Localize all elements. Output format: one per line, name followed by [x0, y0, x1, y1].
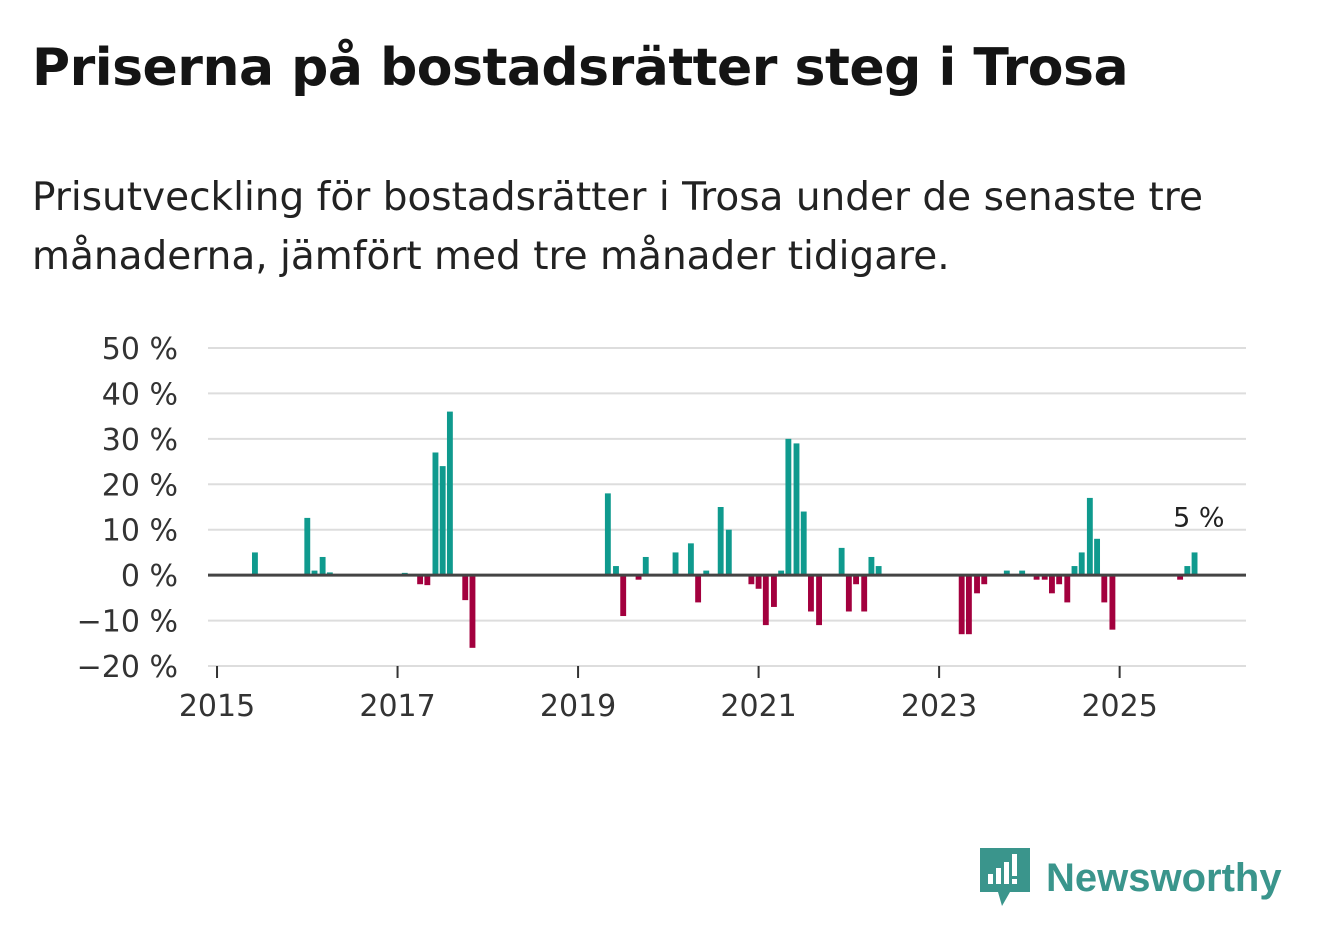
y-tick-label: −10 %	[77, 605, 178, 640]
x-tick-label: 2021	[720, 689, 796, 724]
bar	[1078, 552, 1085, 576]
bar	[1064, 575, 1071, 603]
x-tick-label: 2023	[901, 689, 977, 724]
bar	[703, 570, 710, 576]
bar	[965, 575, 972, 635]
bar	[439, 466, 446, 576]
brand-name: Newsworthy	[1046, 855, 1282, 900]
bar	[875, 566, 882, 576]
bar	[958, 575, 965, 635]
bar	[1109, 575, 1116, 630]
bar	[1071, 566, 1078, 576]
bar	[725, 529, 732, 576]
bar	[1033, 575, 1040, 580]
y-tick-label: 20 %	[102, 468, 178, 503]
bar	[808, 575, 814, 612]
y-tick-label: −20 %	[77, 650, 178, 685]
bar	[981, 575, 988, 585]
bar	[785, 438, 792, 576]
annotations: −20 % −10 % 0 % 10 % 20 % 30 % 40 % 50 % 2015 201…	[77, 332, 1225, 724]
bar	[642, 556, 649, 576]
bar	[446, 411, 453, 576]
bar	[1019, 570, 1026, 576]
bar	[1094, 538, 1101, 576]
bar	[816, 575, 822, 626]
bar	[974, 575, 980, 594]
x-tick-label: 2015	[179, 689, 255, 724]
bar	[778, 570, 785, 576]
y-tick-label: 30 %	[102, 423, 178, 458]
bar	[717, 507, 724, 576]
bar	[1003, 570, 1010, 576]
bar	[853, 575, 860, 585]
bar	[1056, 575, 1063, 585]
bar	[1191, 552, 1198, 576]
latest-value-label: 5 %	[1173, 502, 1224, 533]
bar	[695, 575, 702, 603]
x-tick-label: 2025	[1081, 689, 1157, 724]
bar-chart: −20 % −10 % 0 % 10 % 20 % 30 % 40 % 50 % 2015 201…	[77, 332, 1246, 724]
newsworthy-logo: Newsworthy	[980, 848, 1282, 908]
bar	[432, 452, 439, 576]
bar	[793, 443, 800, 576]
bar	[635, 575, 642, 580]
bar	[838, 547, 845, 576]
bar	[620, 575, 627, 617]
bar	[1184, 566, 1191, 576]
bar	[252, 552, 258, 576]
y-tick-label: 10 %	[102, 514, 178, 549]
bar	[311, 570, 318, 576]
bar	[1086, 497, 1093, 576]
bar	[604, 493, 611, 576]
bar	[462, 575, 469, 601]
bar	[800, 511, 807, 576]
bar	[613, 566, 619, 576]
bar	[861, 575, 868, 612]
bar	[771, 575, 777, 607]
bar	[1177, 575, 1184, 580]
x-tick-label: 2019	[540, 689, 616, 724]
bar	[424, 575, 431, 586]
bar	[1101, 575, 1108, 603]
y-tick-label: 40 %	[102, 377, 178, 412]
bar	[1049, 575, 1055, 594]
axes	[208, 573, 1246, 678]
bar	[845, 575, 852, 612]
bar	[748, 575, 755, 585]
bar	[762, 575, 769, 626]
y-tick-label: 50 %	[102, 332, 178, 367]
bar	[469, 575, 476, 648]
x-tick-label: 2017	[359, 689, 435, 724]
chart-title: Priserna på bostadsrätter steg i Trosa	[32, 38, 1129, 98]
bar	[868, 556, 875, 576]
bar	[672, 552, 679, 576]
newsworthy-logo-icon	[980, 848, 1030, 906]
bar	[319, 556, 326, 576]
bar	[304, 517, 311, 576]
bar	[687, 543, 694, 576]
bar	[417, 575, 424, 585]
bar-series	[252, 411, 1198, 648]
chart-subtitle: Prisutveckling för bostadsrätter i Trosa…	[32, 175, 1203, 279]
y-tick-label: 0 %	[121, 559, 178, 594]
bar	[1041, 575, 1048, 580]
bar	[755, 575, 762, 589]
